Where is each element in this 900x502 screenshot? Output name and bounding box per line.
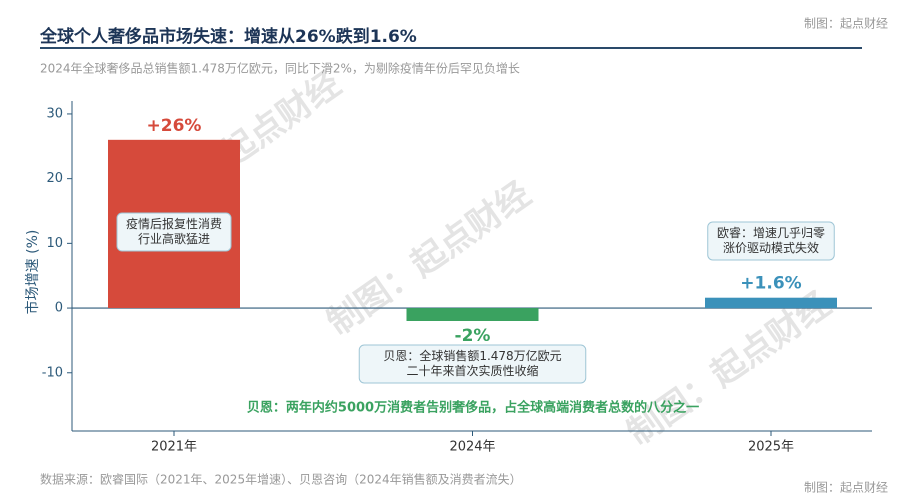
watermark: 制图：起点财经 — [620, 284, 838, 453]
y-tick-label: 0 — [55, 301, 63, 316]
note-text: 贝恩：全球销售额1.478万亿欧元 — [383, 348, 561, 363]
source: 数据来源：欧睿国际（2021年、2025年增速）、贝恩咨询（2024年销售额及消… — [40, 472, 522, 487]
note-text: 行业高歌猛进 — [138, 231, 210, 246]
y-tick-label: 10 — [46, 236, 63, 251]
bar — [705, 297, 837, 309]
chart-title: 全球个人奢侈品市场失速：增速从26%跌到1.6% — [39, 26, 417, 47]
note-box — [707, 221, 835, 261]
highlight: 贝恩：两年内约5000万消费者告别奢侈品，占全球高端消费者总数的八分之一 — [247, 400, 699, 416]
y-tick-label: 30 — [46, 106, 63, 121]
x-tick-label: 2021年 — [151, 440, 197, 455]
x-tick-label: 2025年 — [748, 440, 794, 455]
note-box — [358, 344, 587, 384]
bar — [406, 308, 539, 321]
value-label: +26% — [147, 116, 202, 136]
watermark: 制图：起点财经 — [804, 17, 888, 31]
y-axis-title: 市场增速 (%) — [24, 230, 41, 315]
note-text: 二十年来首次实质性收缩 — [406, 363, 538, 378]
note-text: 疫情后报复性消费 — [126, 216, 222, 231]
note-box — [116, 212, 232, 252]
y-tick-label: -10 — [42, 365, 63, 380]
value-label: -2% — [455, 326, 491, 346]
y-tick-label: 20 — [46, 171, 63, 186]
x-tick-label: 2024年 — [449, 440, 495, 455]
watermark: 制图：起点财经 — [804, 481, 888, 495]
value-label: +1.6% — [740, 274, 801, 294]
note-text: 涨价驱动模式失效 — [723, 240, 819, 255]
subtitle: 2024年全球奢侈品总销售额1.478万亿欧元，同比下滑2%，为剔除疫情年份后罕… — [40, 61, 520, 76]
note-text: 欧睿：增速几乎归零 — [717, 225, 825, 240]
